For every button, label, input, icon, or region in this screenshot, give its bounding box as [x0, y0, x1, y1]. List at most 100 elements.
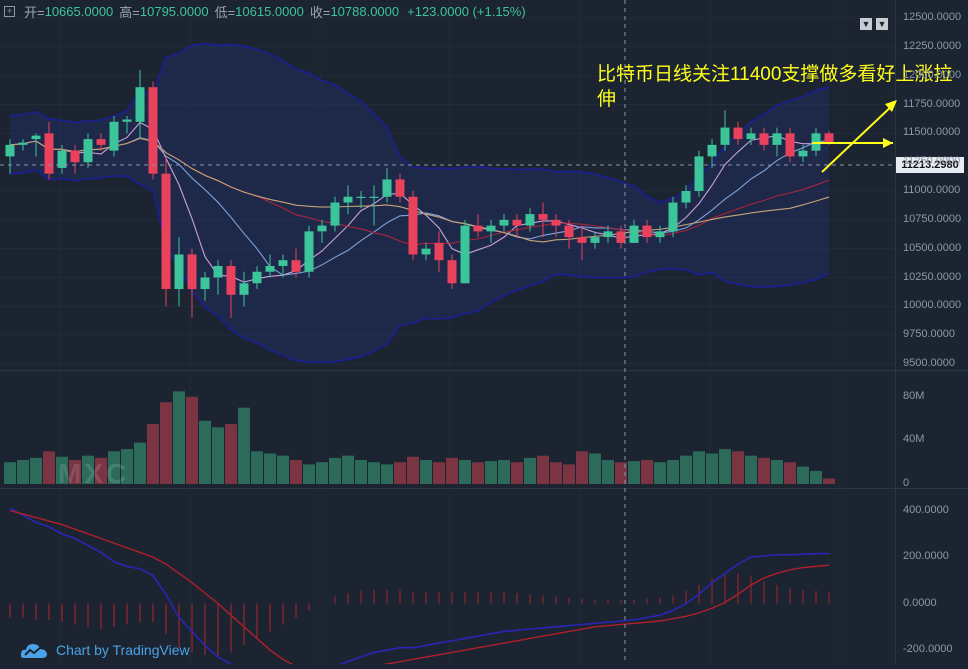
candlesticks[interactable]: [5, 69, 834, 318]
high-label: 高=: [119, 4, 140, 20]
volume-bar: [641, 460, 653, 484]
volume-bar: [680, 455, 692, 484]
scroll-down-icon[interactable]: ▼: [860, 18, 872, 30]
bollinger-fill: [10, 43, 829, 363]
brand-text: Chart by TradingView: [56, 642, 190, 658]
volume-bar: [199, 420, 211, 484]
macd-indicator[interactable]: [9, 507, 830, 669]
price-tick-label: 11500.0000: [903, 126, 961, 139]
candle-body: [5, 144, 15, 157]
volume-bar: [550, 462, 562, 484]
volume-bar: [381, 464, 393, 484]
macd-tick-label: 200.0000: [903, 550, 949, 563]
close-value: 10788.0000: [330, 3, 400, 19]
macd-tick-label: 400.0000: [903, 503, 949, 516]
volume-tick-label: 0: [903, 477, 910, 489]
volume-bar: [355, 460, 367, 484]
volume-bar: [212, 427, 224, 484]
candle-body: [824, 133, 834, 143]
arrow-up-head: [885, 100, 897, 112]
candle-body: [655, 231, 665, 238]
volume-bar: [251, 451, 263, 484]
candle-body: [187, 254, 197, 290]
candle-body: [213, 265, 223, 278]
candle-body: [96, 139, 106, 145]
price-tick-label: 12500.0000: [903, 11, 962, 23]
candle-body: [135, 87, 145, 122]
change-value: +123.0000 (+1.15%): [407, 3, 526, 19]
ma5-line: [9, 121, 830, 283]
low-value: 10615.0000: [235, 3, 304, 19]
candle-body: [473, 225, 483, 232]
price-tick-label: 10000.0000: [903, 299, 962, 312]
volume-bar: [719, 449, 731, 484]
volume-bar: [758, 457, 770, 484]
volume-bar: [563, 464, 575, 484]
candle-body: [291, 260, 301, 272]
volume-bar: [56, 456, 68, 484]
candle-body: [421, 248, 431, 255]
volume-bar: [797, 466, 809, 484]
candle-body: [317, 225, 327, 232]
volume-bar: [498, 460, 510, 484]
volume-bar: [745, 455, 757, 484]
candle-body: [83, 139, 93, 163]
volume-bar: [43, 451, 55, 484]
volume-bar: [147, 424, 159, 484]
volume-bar: [69, 460, 81, 484]
tradingview-cloud-icon: [20, 644, 47, 658]
tradingview-brand[interactable]: Chart by TradingView: [20, 640, 190, 660]
volume-bar: [537, 455, 549, 484]
price-tick-label: 10500.0000: [903, 241, 962, 254]
candle-body: [759, 133, 769, 145]
candle-body: [551, 219, 561, 226]
volume-bar: [368, 462, 380, 484]
volume-bars[interactable]: [4, 391, 835, 484]
candle-body: [161, 173, 171, 290]
candle-body: [460, 225, 470, 284]
candle-body: [590, 237, 600, 243]
volume-bar: [316, 462, 328, 484]
candle-body: [252, 271, 262, 284]
volume-bar: [433, 462, 445, 484]
candle-body: [798, 150, 808, 157]
pane-divider: [0, 488, 968, 489]
candle-body: [772, 133, 782, 145]
volume-bar: [225, 424, 237, 484]
plus-square-icon[interactable]: +: [4, 5, 15, 17]
volume-bar: [589, 453, 601, 484]
scroll-down-icon[interactable]: ▼: [876, 18, 888, 30]
candle-body: [629, 225, 639, 243]
arrow-up-line: [821, 102, 896, 173]
volume-bar: [134, 442, 146, 484]
volume-bar: [186, 396, 198, 484]
volume-bar: [732, 451, 744, 484]
candle-body: [668, 202, 678, 232]
candle-body: [434, 242, 444, 261]
low-label: 低=: [214, 4, 236, 20]
candle-body: [109, 121, 119, 151]
close-label: 收=: [309, 4, 331, 20]
volume-bar: [615, 462, 627, 484]
candle-body: [70, 150, 80, 163]
candle-body: [616, 231, 626, 243]
macd-tick-label: 0.0000: [903, 596, 937, 609]
price-tick-label: 9750.0000: [903, 328, 955, 341]
volume-bar: [823, 478, 835, 484]
volume-bar: [238, 407, 250, 484]
volume-bar: [407, 456, 419, 484]
candle-body: [226, 265, 236, 295]
volume-bar: [173, 391, 185, 484]
candle-body: [265, 265, 275, 272]
axis-divider: [895, 0, 896, 664]
candle-body: [395, 179, 405, 197]
candle-body: [18, 142, 28, 145]
price-tick-label: 10750.0000: [903, 212, 962, 225]
volume-bar: [784, 462, 796, 484]
candle-body: [369, 196, 379, 198]
volume-bar: [17, 460, 29, 484]
candle-body: [603, 231, 613, 238]
candle-body: [486, 225, 496, 232]
